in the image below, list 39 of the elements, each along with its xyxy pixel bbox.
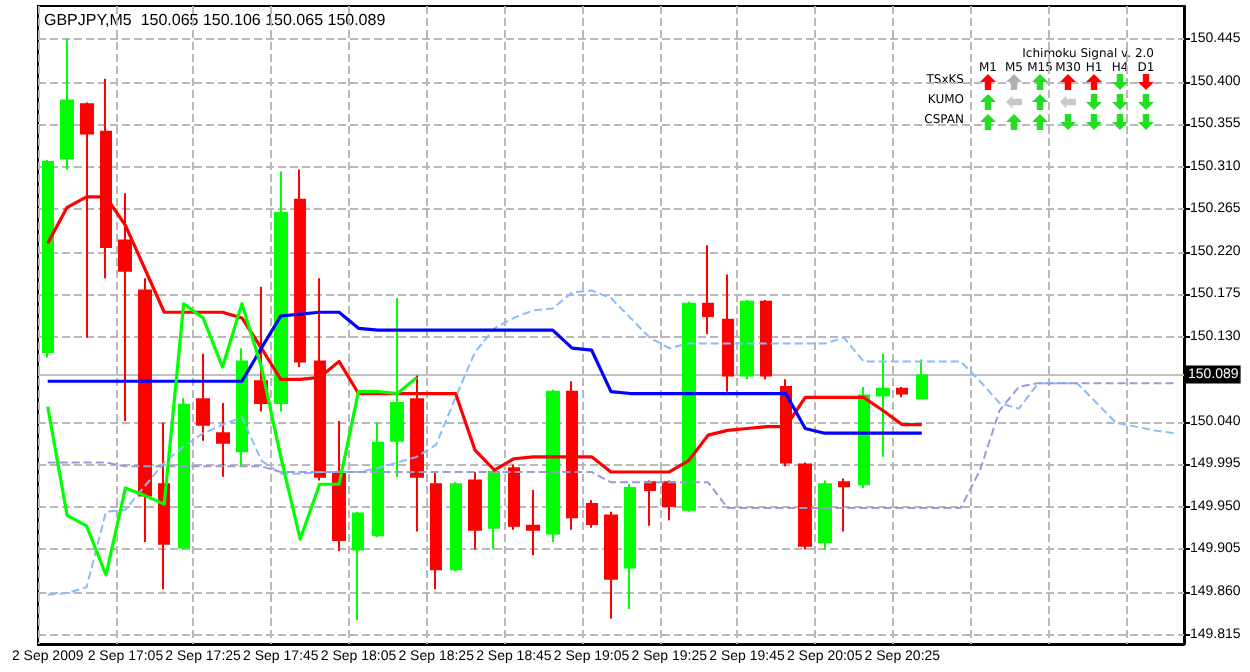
candlestick (798, 461, 812, 551)
candlestick (858, 385, 870, 490)
candlestick (662, 481, 676, 522)
candlestick (60, 38, 74, 171)
candlestick (254, 285, 268, 413)
candlestick (216, 401, 230, 478)
candlestick (450, 481, 462, 573)
candlestick (624, 483, 636, 611)
candlestick (916, 358, 928, 400)
candlestick (780, 378, 792, 468)
candlestick (876, 352, 890, 458)
candlestick (352, 510, 364, 622)
candlestick (332, 419, 346, 553)
candlestick (42, 159, 54, 359)
candlestick (294, 168, 306, 369)
candlestick (372, 421, 384, 539)
candlestick (760, 298, 772, 381)
candlestick (488, 470, 500, 551)
candlestick (468, 470, 482, 551)
candlestick (896, 385, 908, 399)
candlestick (604, 510, 618, 620)
candlestick (740, 298, 754, 381)
candlestick (526, 488, 540, 557)
candlestick (818, 479, 832, 551)
candlestick (722, 273, 734, 393)
candlestick (546, 388, 560, 543)
candlestick (838, 477, 850, 533)
candlestick (430, 470, 442, 591)
candlestick (644, 481, 656, 527)
chart-title: GBPJPY,M5 150.065 150.106 150.065 150.089 (44, 11, 387, 29)
line-series (46, 382, 1176, 509)
candlestick (178, 397, 190, 551)
candlestick (702, 244, 714, 335)
candlestick (682, 300, 696, 513)
candlestick (236, 347, 248, 468)
line-series (46, 289, 1176, 596)
candlestick (196, 352, 210, 442)
line-series (46, 310, 924, 435)
candlestick (586, 499, 598, 529)
